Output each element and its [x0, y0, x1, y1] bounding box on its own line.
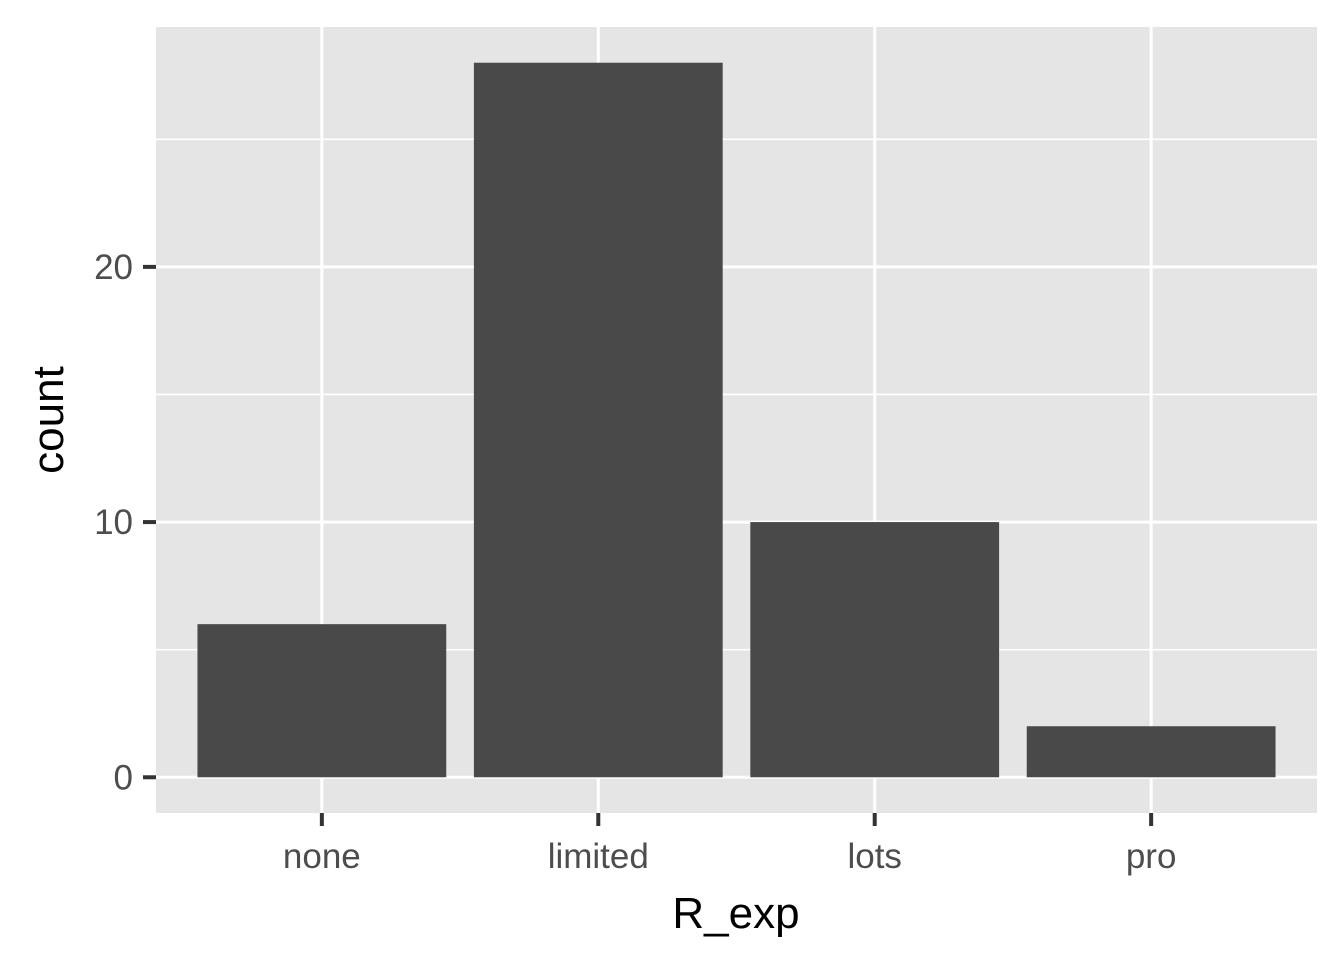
y-tick-label: 0 — [114, 758, 133, 797]
x-tick-label: none — [283, 837, 361, 876]
bars — [197, 62, 1276, 778]
x-axis-title: R_exp — [672, 889, 799, 938]
bar-lots — [750, 522, 1000, 778]
bar-limited — [473, 62, 723, 778]
y-tick-label: 10 — [94, 503, 133, 542]
x-axis: none limited lots pro — [283, 813, 1177, 876]
y-tick-label: 20 — [94, 248, 133, 287]
x-tick-label: lots — [847, 837, 901, 876]
y-axis-title: count — [24, 366, 73, 474]
bar-none — [197, 624, 447, 778]
x-tick-label: pro — [1126, 837, 1177, 876]
x-tick-label: limited — [548, 837, 649, 876]
y-axis: 0 10 20 — [94, 248, 156, 797]
bar-pro — [1026, 726, 1276, 778]
